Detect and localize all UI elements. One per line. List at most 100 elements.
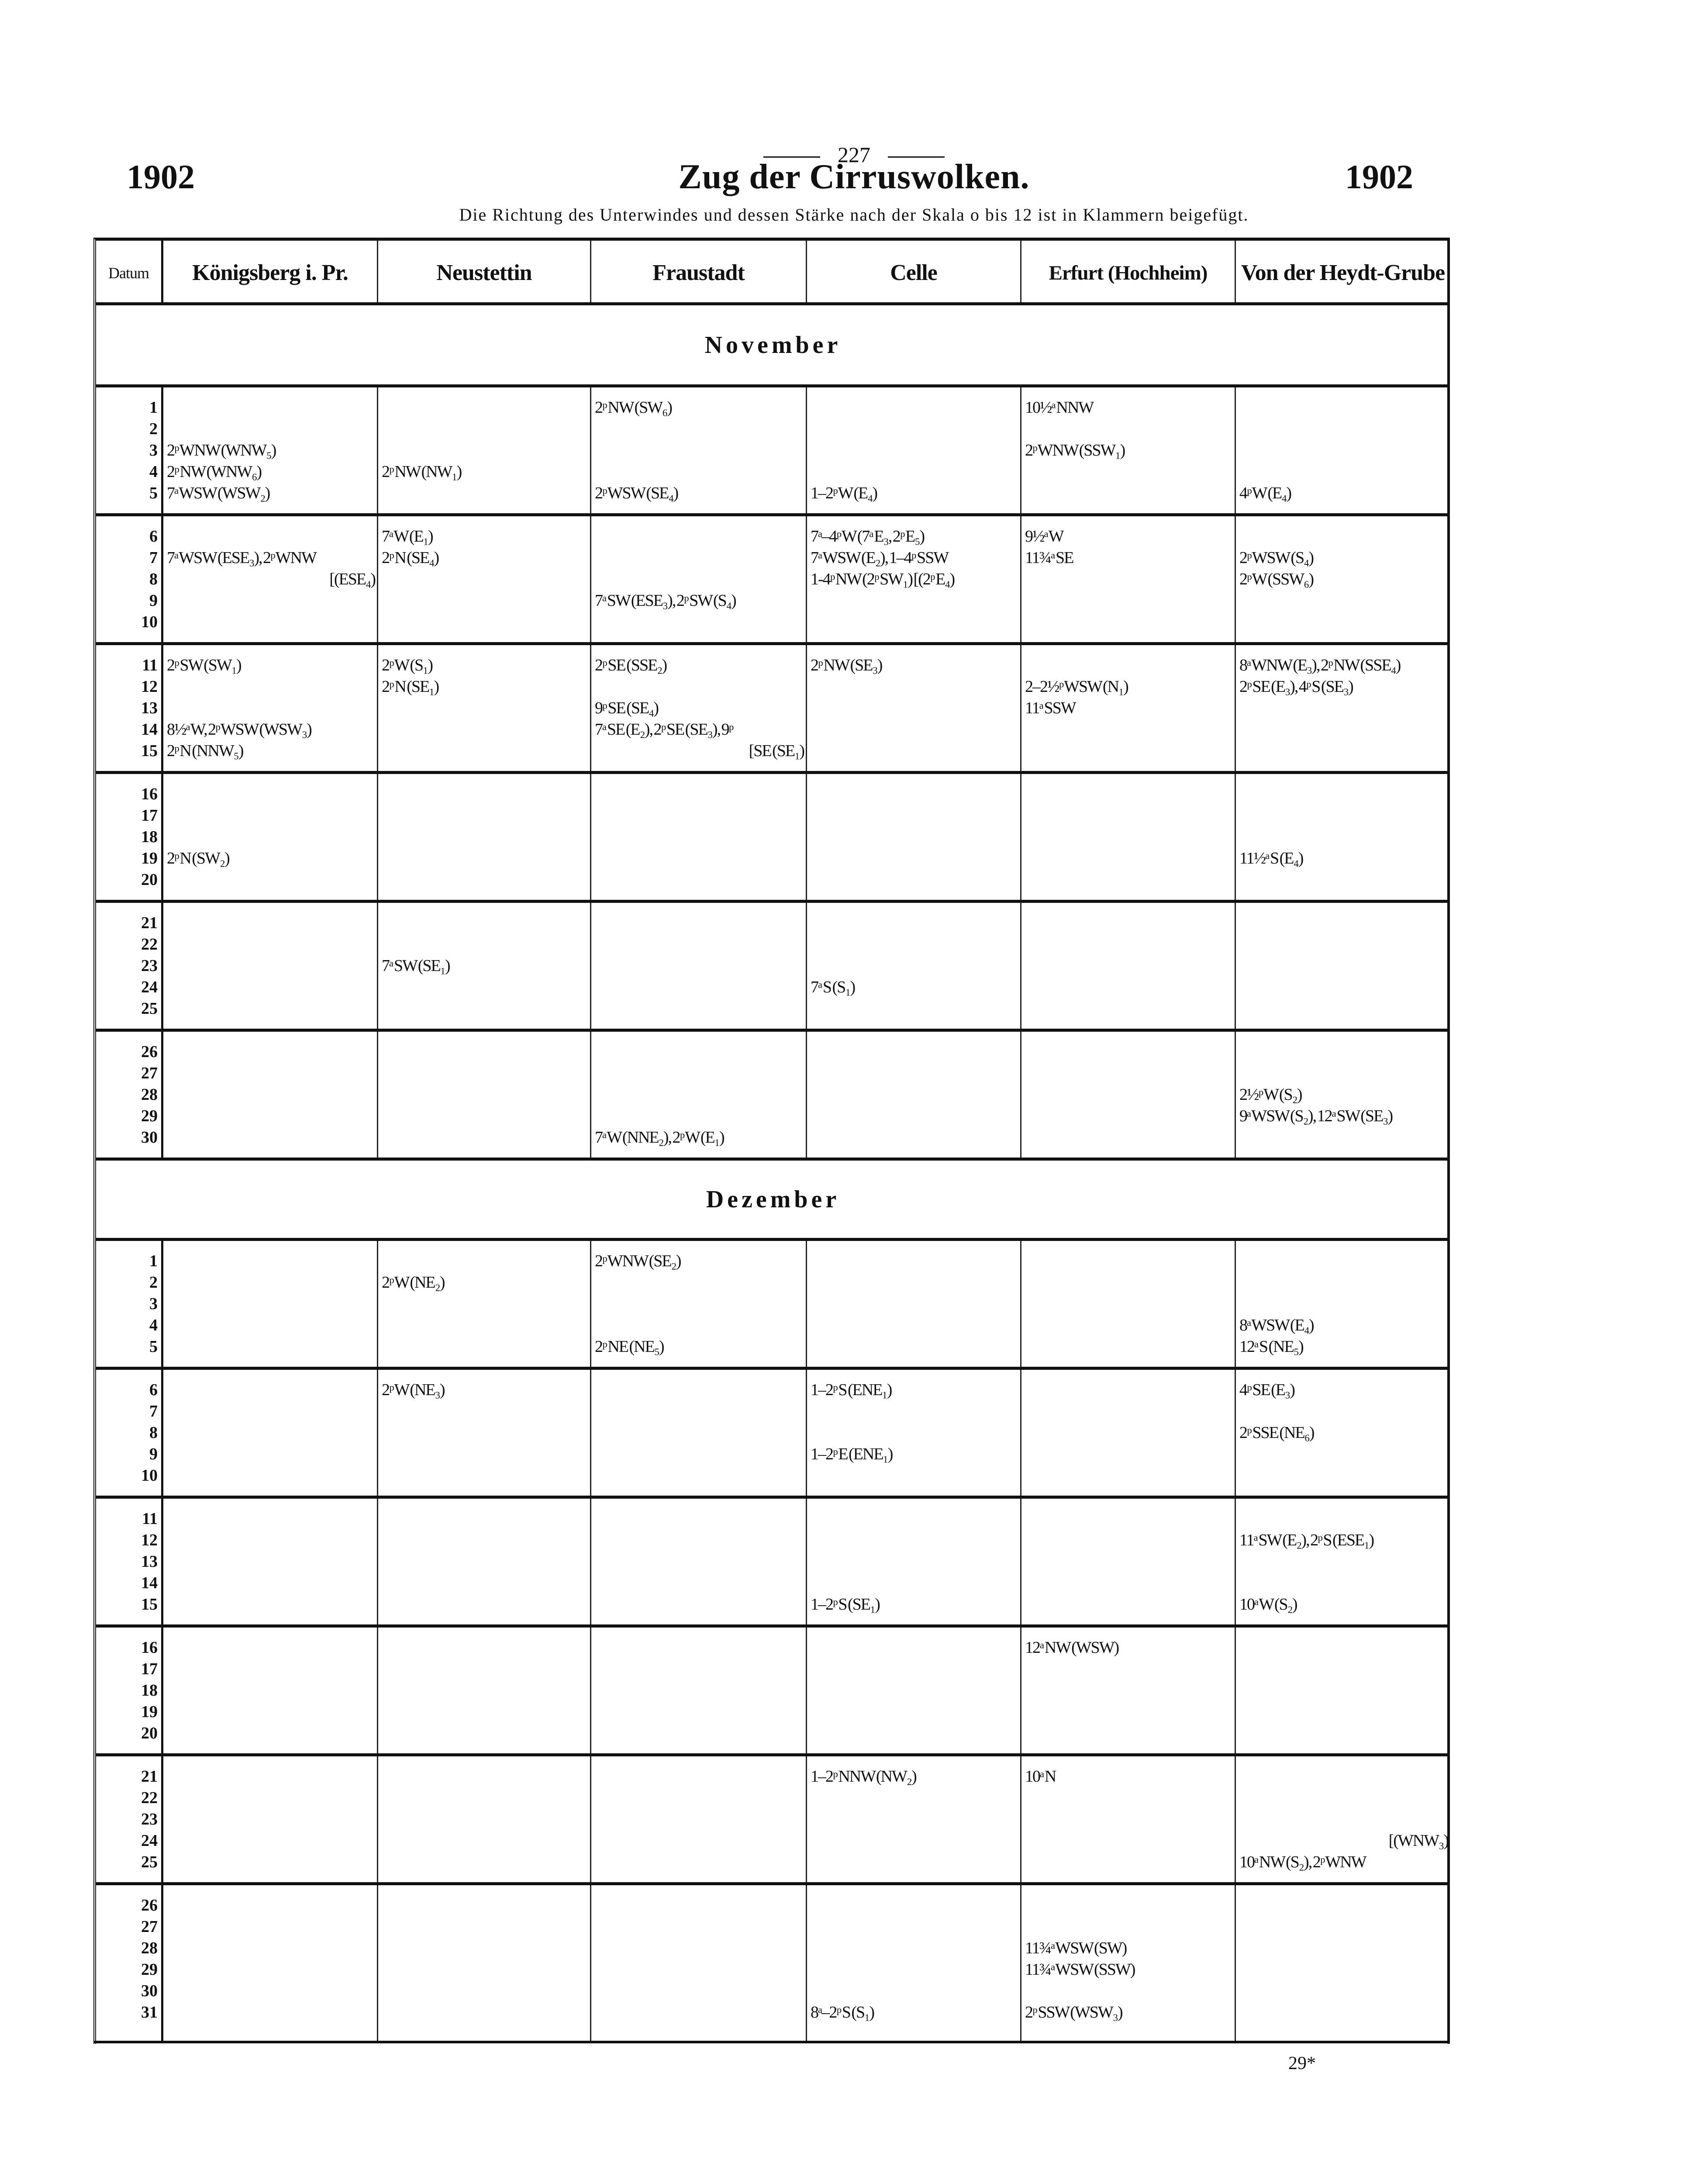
- day-number: 22: [141, 1789, 158, 1807]
- observation-entry: 1–2ᵖ E (ENE₁): [811, 1445, 893, 1463]
- day-block: 6 7 8 9 10 2ᵖ W (NE₃) 1–2ᵖ S (ENE₁) 1–2ᵖ E (ENE…: [96, 1367, 1450, 1496]
- day-number: 6: [149, 527, 158, 546]
- day-block: 26 27 28 29 30 7ᵃ W (NNE₂), 2ᵖ W (E₁) 2½ᵖ W (S…: [96, 1029, 1450, 1158]
- station-cell-von-der-heydt-grube: [(WNW₃) 10ᵃ NW (S₂), 2ᵖ WNW: [1235, 1756, 1450, 1882]
- station-cell-neustettin: [377, 774, 590, 900]
- day-number: 18: [141, 1681, 158, 1700]
- day-number: 21: [141, 914, 158, 932]
- station-cell-celle: 2ᵖ NW (SE₃): [806, 645, 1020, 771]
- day-number: 13: [141, 1552, 158, 1571]
- observation-entry: 4ᵖ SE (E₃): [1239, 1381, 1295, 1399]
- observation-entry: [(WNW₃): [1388, 1832, 1449, 1850]
- station-cell-k-nigsberg-i-pr: [161, 1241, 377, 1367]
- day-number: 14: [141, 720, 158, 739]
- day-number: 28: [141, 1085, 158, 1104]
- day-number: 7: [149, 549, 158, 567]
- observation-entry: 7ᵃ SW (ESE₃), 2ᵖ SW (S₄): [595, 591, 737, 610]
- observation-entry: 1-4ᵖ NW (2ᵖ SW₁) [(2ᵖ E₄): [811, 570, 955, 588]
- day-number: 27: [141, 1918, 158, 1936]
- page: 227 1902 Zug der Cirruswolken. 1902 Die …: [93, 142, 1450, 2073]
- observation-entry: 7ᵃ S (S₁): [811, 978, 856, 996]
- column-header-von-der-heydt-grube: Von der Heydt-Grube: [1235, 241, 1450, 305]
- footer-signature: 29*: [1288, 2053, 1316, 2073]
- observation-entry: 2ᵖ WNW (SE₂): [595, 1252, 682, 1270]
- station-cell-celle: [806, 1032, 1020, 1158]
- observation-entry: 7ᵃ WSW (E₂), 1–4ᵖ SSW: [811, 549, 949, 567]
- day-number: 29: [141, 1960, 158, 1979]
- dash-left: [763, 156, 820, 158]
- station-cell-erfurt-hochheim: [1020, 1499, 1235, 1624]
- observation-entry: 2–2½ᵖ WSW (N₁): [1025, 677, 1129, 696]
- day-number: 16: [141, 1638, 158, 1657]
- station-cell-neustettin: 7ᵃ W (E₁) 2ᵖ N (SE₄): [377, 516, 590, 642]
- table-header-row: Datum Königsberg i. Pr. Neustettin Fraustad…: [96, 241, 1450, 305]
- day-number: 3: [149, 1295, 158, 1313]
- day-number: 20: [141, 1724, 158, 1742]
- column-header-datum: Datum: [108, 264, 149, 282]
- station-cell-fraustadt: 7ᵃ W (NNE₂), 2ᵖ W (E₁): [590, 1032, 806, 1158]
- day-number: 5: [149, 484, 158, 502]
- station-cell-k-nigsberg-i-pr: 2ᵖ SW (SW₁) 8½ᵃ W, 2ᵖ WSW (WSW₃) 2ᵖ N (NNW…: [161, 645, 377, 771]
- station-cell-erfurt-hochheim: [1020, 1241, 1235, 1367]
- observation-entry: 2ᵖ SSW (WSW₃): [1025, 2003, 1123, 2022]
- day-number: 2: [149, 1273, 158, 1292]
- station-cell-neustettin: [377, 1499, 590, 1624]
- observation-entry: [SE (SE₁): [749, 742, 805, 760]
- station-cell-fraustadt: 7ᵃ SW (ESE₃), 2ᵖ SW (S₄): [590, 516, 806, 642]
- day-number: 23: [141, 1810, 158, 1828]
- station-cell-fraustadt: [590, 1628, 806, 1753]
- day-number: 9: [149, 1445, 158, 1463]
- day-number: 13: [141, 699, 158, 717]
- station-cell-k-nigsberg-i-pr: [161, 1370, 377, 1496]
- station-cell-neustettin: 2ᵖ W (NE₂): [377, 1241, 590, 1367]
- observation-entry: 2ᵖ SW (SW₁): [167, 656, 242, 674]
- station-cell-von-der-heydt-grube: 4ᵖ SE (E₃) 2ᵖ SSE (NE₆): [1235, 1370, 1450, 1496]
- observation-entry: 7ᵃ W (NNE₂), 2ᵖ W (E₁): [595, 1128, 725, 1147]
- observation-entry: [(ESE₄): [329, 570, 376, 588]
- page-title: Zug der Cirruswolken.: [678, 158, 1030, 196]
- date-cell: 26 27 28 29 30: [96, 1032, 161, 1158]
- station-cell-von-der-heydt-grube: 11½ᵃ S (E₄): [1235, 774, 1450, 900]
- day-number: 23: [141, 957, 158, 975]
- day-number: 19: [141, 1703, 158, 1721]
- day-number: 12: [141, 677, 158, 696]
- table-bottom-rule: [93, 2041, 1450, 2043]
- day-number: 30: [141, 1128, 158, 1147]
- observation-entry: 7ᵃ WSW (ESE₃), 2ᵖ WNW: [167, 549, 317, 567]
- day-number: 1: [149, 1252, 158, 1270]
- observation-entry: 8ᵃ WNW (E₃), 2ᵖ NW (SSE₄): [1239, 656, 1401, 674]
- observation-entry: 2ᵖ W (NE₂): [382, 1273, 445, 1292]
- station-cell-celle: [806, 774, 1020, 900]
- observation-entry: 2ᵖ W (NE₃): [382, 1381, 445, 1399]
- observation-entry: 2ᵖ WSW (SE₄): [595, 484, 679, 502]
- date-cell: 6 7 8 9 10: [96, 516, 161, 642]
- day-number: 17: [141, 1660, 158, 1678]
- observation-entry: 10ᵃ NW (S₂), 2ᵖ WNW: [1239, 1853, 1367, 1871]
- month-heading-november: November: [96, 302, 1450, 384]
- day-number: 18: [141, 828, 158, 846]
- day-block: 16 17 18 19 20 2ᵖ N (SW₂) 11½ᵃ S (E₄): [96, 771, 1450, 900]
- day-block: 1 2 3 4 5 2ᵖ W (NE₂) 2ᵖ WNW (SE₂) 2ᵖ NE (NE₅) 8ᵃ…: [96, 1238, 1450, 1367]
- observation-entry: 2ᵖ NW (NW₁): [382, 463, 462, 481]
- day-block: 6 7 8 9 10 7ᵃ WSW (ESE₃), 2ᵖ WNW [(ESE₄) 7ᵃ W (…: [96, 513, 1450, 642]
- observation-entry: 1–2ᵖ NNW (NW₂): [811, 1767, 917, 1786]
- station-cell-fraustadt: [590, 774, 806, 900]
- observation-entry: 12ᵃ S (NE₅): [1239, 1337, 1304, 1356]
- observation-entry: 2ᵖ NE (NE₅): [595, 1337, 665, 1356]
- station-cell-k-nigsberg-i-pr: 7ᵃ WSW (ESE₃), 2ᵖ WNW [(ESE₄): [161, 516, 377, 642]
- station-cell-von-der-heydt-grube: [1235, 1885, 1450, 2043]
- observation-entry: 1–2ᵖ W (E₄): [811, 484, 878, 502]
- day-number: 6: [149, 1381, 158, 1399]
- observation-entry: 7ᵃ W (E₁): [382, 527, 434, 546]
- station-cell-celle: [806, 1241, 1020, 1367]
- station-cell-erfurt-hochheim: 10½ᵃ NNW 2ᵖ WNW (SSW₁): [1020, 387, 1235, 513]
- day-number: 10: [141, 613, 158, 631]
- observation-entry: 7ᵃ WSW (WSW₂): [167, 484, 270, 502]
- station-cell-fraustadt: [590, 1885, 806, 2043]
- observation-entry: 2½ᵖ W (S₂): [1239, 1085, 1303, 1104]
- observation-entry: 2ᵖ NW (SE₃): [811, 656, 883, 674]
- day-number: 27: [141, 1064, 158, 1082]
- station-cell-fraustadt: [590, 1756, 806, 1882]
- date-cell: 26 27 28 29 30 31: [96, 1885, 161, 2043]
- day-number: 4: [149, 463, 158, 481]
